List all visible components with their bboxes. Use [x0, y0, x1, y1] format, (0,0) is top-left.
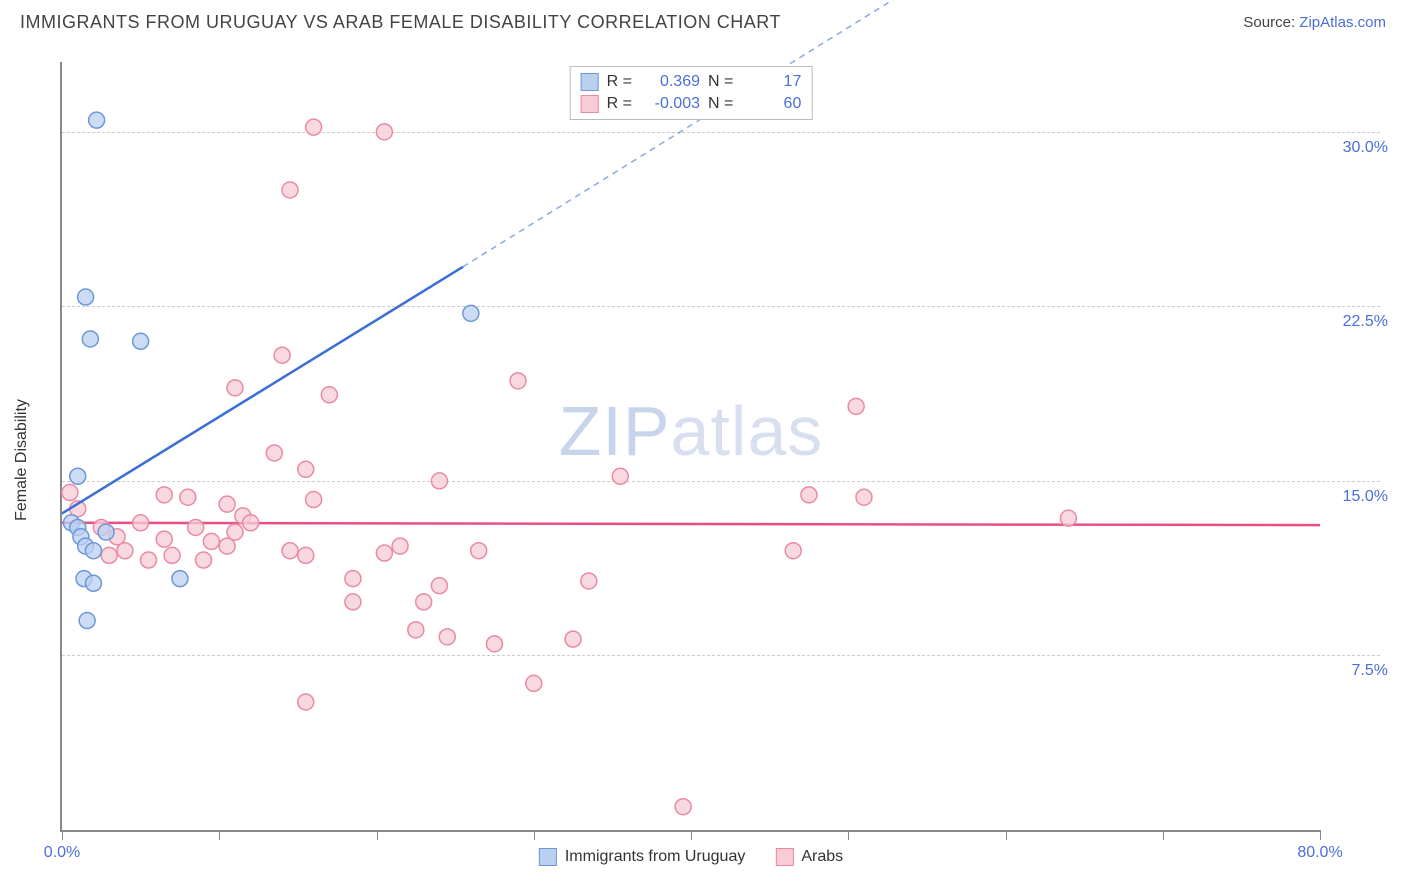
- chart-title: IMMIGRANTS FROM URUGUAY VS ARAB FEMALE D…: [20, 12, 781, 33]
- scatter-svg: [62, 62, 1320, 830]
- ytick-label: 15.0%: [1343, 488, 1388, 506]
- xtick: [62, 830, 63, 840]
- xtick: [691, 830, 692, 840]
- plot-area: ZIPatlas R = 0.369 N = 17 R = -0.003 N =…: [60, 62, 1320, 832]
- swatch-uruguay: [581, 73, 599, 91]
- xtick: [1163, 830, 1164, 840]
- xtick-label: 80.0%: [1297, 844, 1342, 862]
- legend-row-arabs: R = -0.003 N = 60: [581, 93, 802, 115]
- correlation-legend: R = 0.369 N = 17 R = -0.003 N = 60: [570, 66, 813, 120]
- source-credit: Source: ZipAtlas.com: [1243, 14, 1386, 31]
- legend-r-label: R =: [607, 95, 632, 113]
- swatch-arabs: [581, 95, 599, 113]
- xtick: [1006, 830, 1007, 840]
- legend-item-uruguay: Immigrants from Uruguay: [539, 848, 746, 866]
- xtick-label: 0.0%: [44, 844, 80, 862]
- source-link[interactable]: ZipAtlas.com: [1299, 14, 1386, 31]
- legend-r-value-uruguay: 0.369: [640, 73, 700, 91]
- legend-r-value-arabs: -0.003: [640, 95, 700, 113]
- ytick-label: 30.0%: [1343, 139, 1388, 157]
- xtick: [848, 830, 849, 840]
- swatch-arabs: [775, 848, 793, 866]
- legend-label-arabs: Arabs: [801, 848, 843, 866]
- legend-label-uruguay: Immigrants from Uruguay: [565, 848, 746, 866]
- xtick: [219, 830, 220, 840]
- legend-row-uruguay: R = 0.369 N = 17: [581, 71, 802, 93]
- chart-area: Female Disability ZIPatlas R = 0.369 N =…: [50, 50, 1390, 870]
- xtick: [1320, 830, 1321, 840]
- ytick-label: 7.5%: [1352, 662, 1388, 680]
- y-axis-label: Female Disability: [13, 399, 31, 521]
- series-legend: Immigrants from Uruguay Arabs: [539, 848, 843, 866]
- legend-item-arabs: Arabs: [775, 848, 843, 866]
- legend-n-value-arabs: 60: [741, 95, 801, 113]
- legend-n-value-uruguay: 17: [741, 73, 801, 91]
- source-prefix: Source:: [1243, 14, 1299, 31]
- legend-n-label: N =: [708, 95, 733, 113]
- ytick-label: 22.5%: [1343, 313, 1388, 331]
- swatch-uruguay: [539, 848, 557, 866]
- xtick: [534, 830, 535, 840]
- header: IMMIGRANTS FROM URUGUAY VS ARAB FEMALE D…: [0, 0, 1406, 41]
- legend-n-label: N =: [708, 73, 733, 91]
- xtick: [377, 830, 378, 840]
- legend-r-label: R =: [607, 73, 632, 91]
